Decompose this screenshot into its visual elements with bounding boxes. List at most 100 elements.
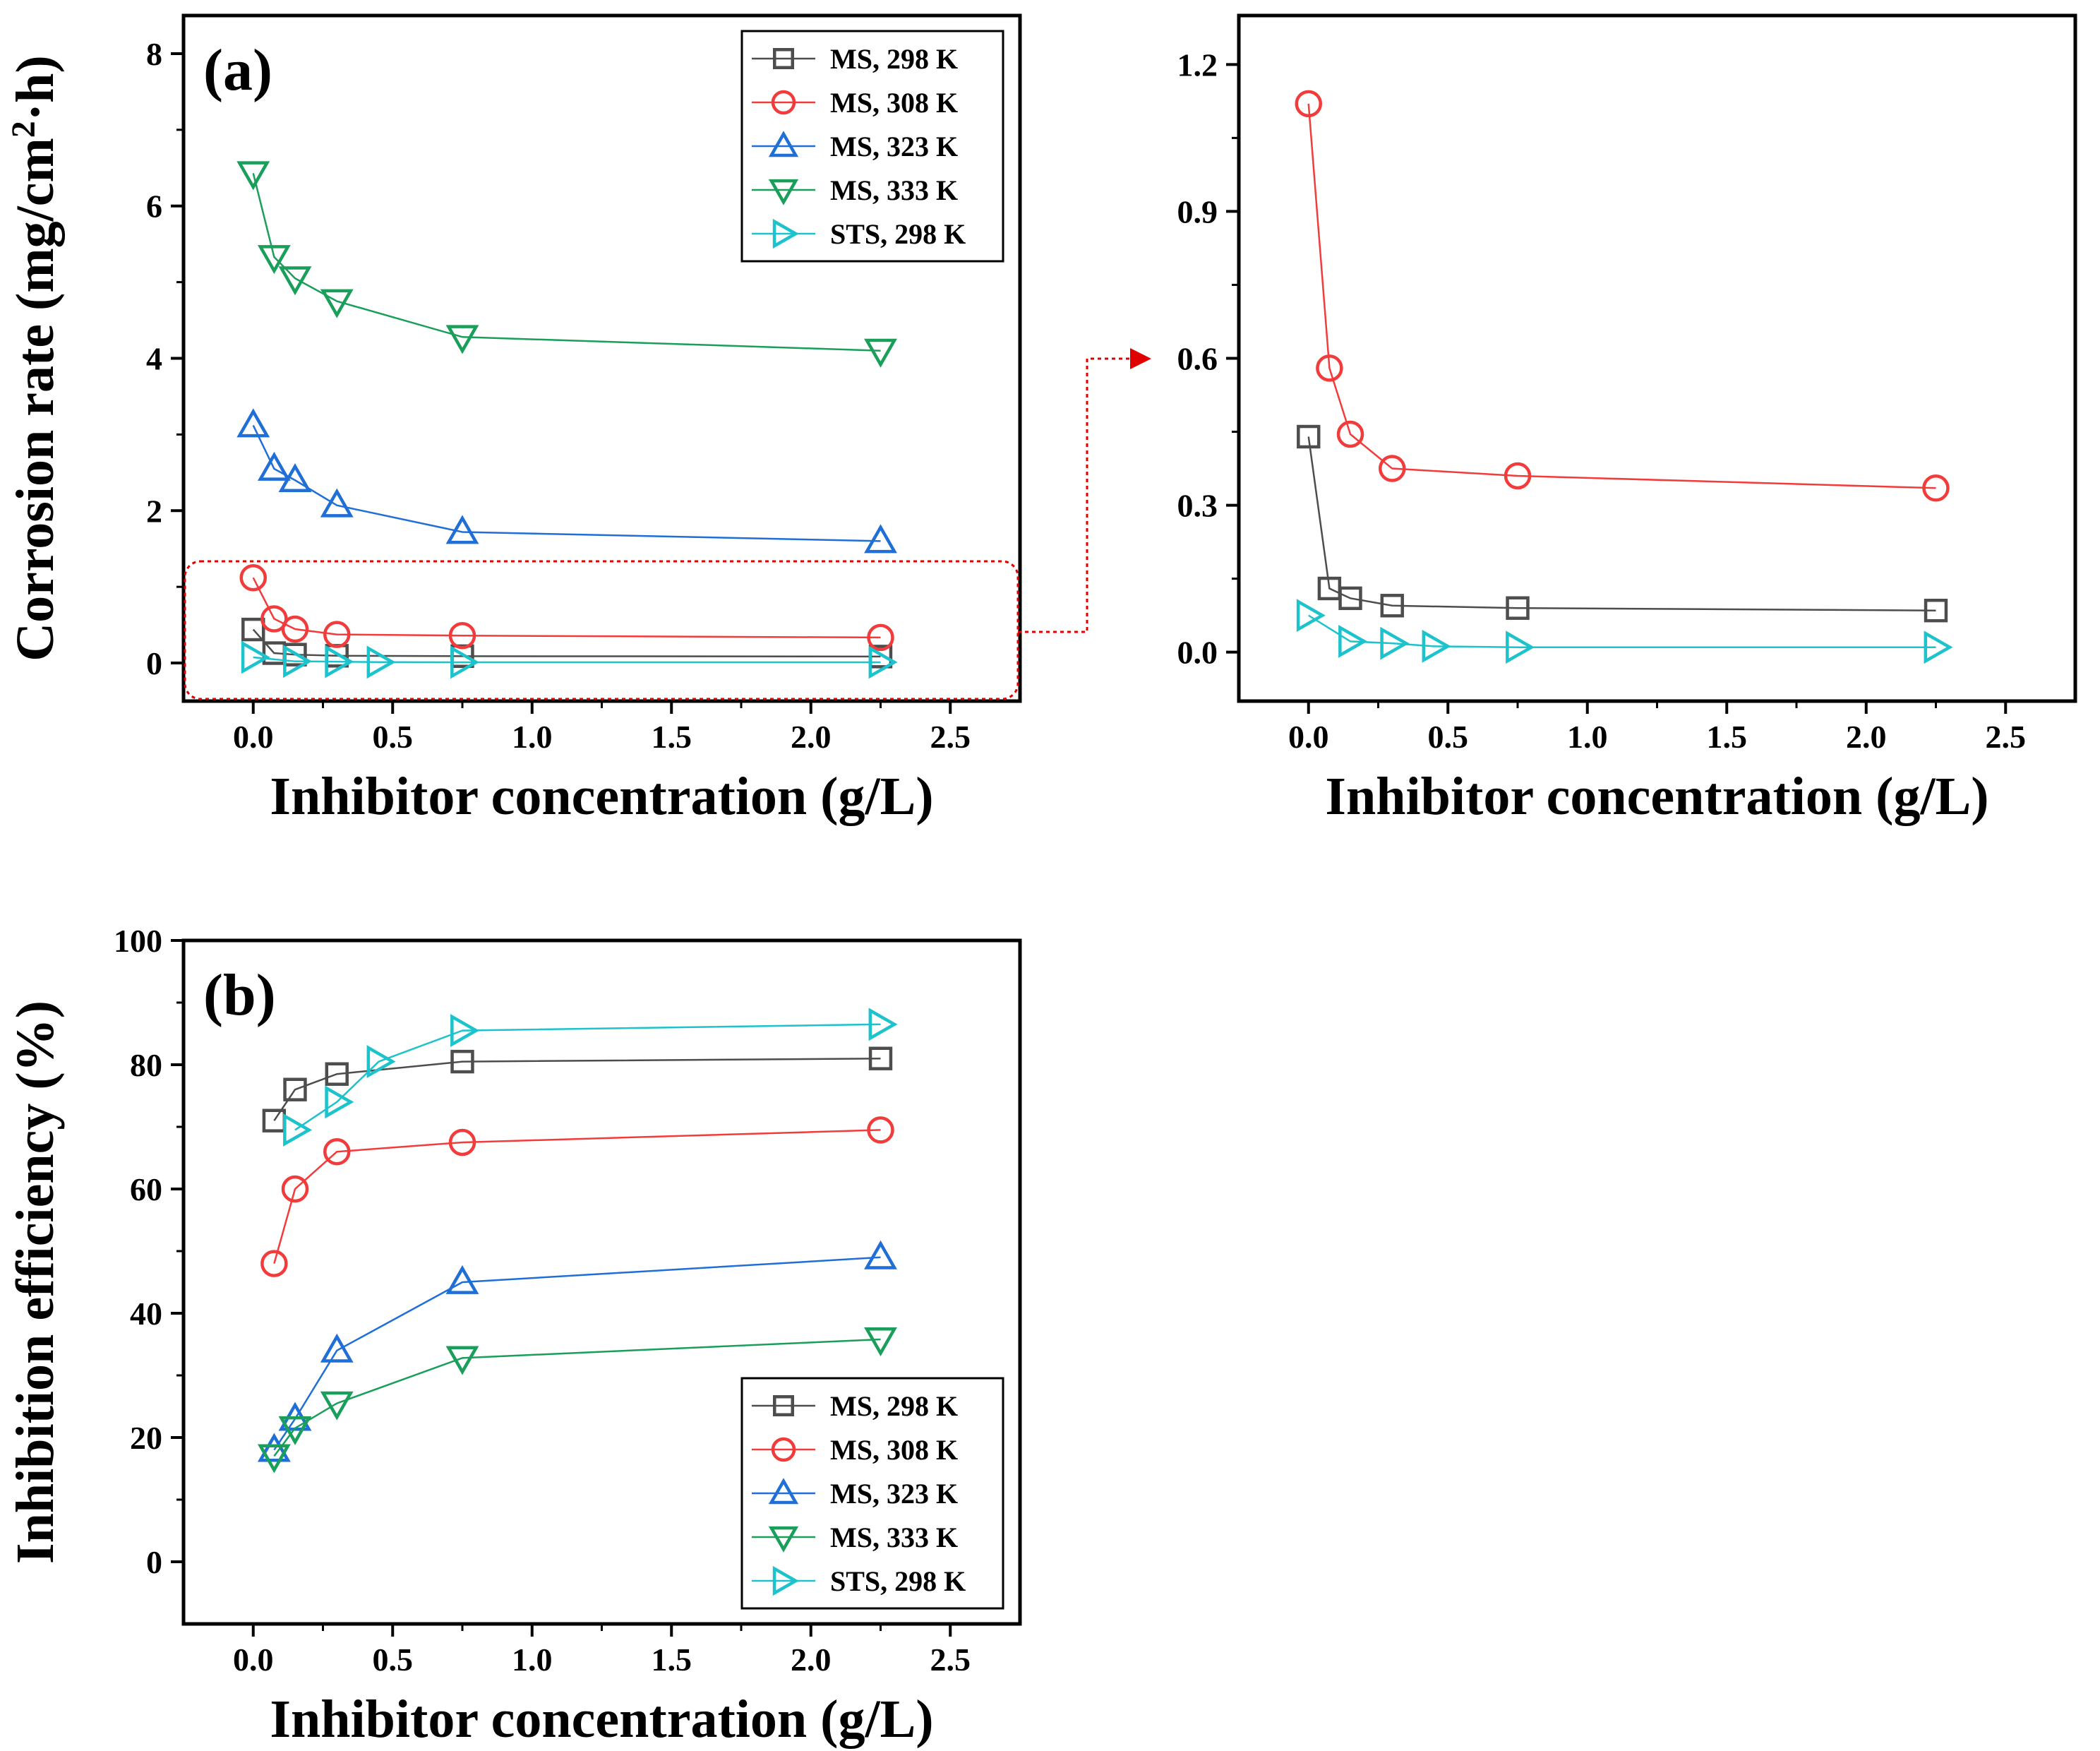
data-point: [445, 1346, 479, 1375]
x-tick-label: 2.5: [930, 719, 971, 755]
x-tick-label: 1.5: [652, 719, 692, 755]
panel-label: (b): [203, 962, 276, 1028]
plot-frame: [1237, 13, 2077, 703]
legend-item-ms-308-k: MS, 308 K: [752, 1434, 958, 1466]
series-ms-298-k: [262, 1046, 893, 1133]
data-point: [323, 621, 351, 648]
series-line: [273, 1057, 881, 1121]
data-point: [868, 1008, 898, 1041]
x-axis-title: Inhibitor concentration (g/L): [270, 767, 933, 826]
x-tick-label: 0.0: [233, 1642, 274, 1678]
data-point: [366, 1045, 396, 1079]
series-ms-333-k: [257, 1327, 897, 1474]
data-point: [325, 645, 354, 679]
data-point: [320, 289, 354, 318]
x-tick-label: 0.0: [233, 719, 274, 755]
series-line: [252, 628, 881, 658]
x-axis-title: Inhibitor concentration (g/L): [1325, 767, 1988, 826]
data-point: [1380, 626, 1410, 660]
zoom-highlight-box: [184, 560, 1019, 700]
data-point: [257, 451, 291, 481]
series-line: [1307, 436, 1936, 611]
data-point: [325, 1062, 349, 1086]
legend-item-sts-298-k: STS, 298 K: [752, 218, 966, 250]
data-point: [278, 1416, 312, 1445]
x-tick-label: 2.5: [930, 1642, 971, 1678]
panel-a-chart: 0.0 0.5 1.0 1.5 2.0 2.5 0 2 4 6 8 Inhibitor concent…: [5, 13, 1022, 826]
legend-label: MS, 323 K: [830, 1478, 958, 1510]
data-point: [1336, 420, 1364, 448]
data-point: [278, 463, 312, 493]
data-point: [241, 617, 265, 642]
data-point: [260, 1250, 288, 1277]
data-point: [867, 1116, 894, 1144]
data-point: [1506, 596, 1530, 620]
series-ms-298-k: [1297, 424, 1948, 623]
data-point: [448, 1128, 476, 1157]
series-line: [294, 1023, 881, 1131]
series-sts-298-k: [1296, 599, 1953, 664]
panel-zoom-chart: 0.0 0.5 1.0 1.5 2.0 2.5 0.0 0.3 0.6 0.9 1.2 Inhibit…: [1177, 13, 2077, 826]
zoom-arrow: [1018, 348, 1151, 633]
data-point: [1338, 624, 1368, 658]
y-tick-label: 0.3: [1177, 488, 1218, 524]
legend-label: MS, 308 K: [830, 1434, 958, 1466]
series-ms-323-k: [236, 408, 897, 554]
y-tick-label: 0: [146, 645, 162, 681]
data-point: [283, 645, 313, 679]
legend-label: MS, 298 K: [830, 1390, 958, 1422]
y-tick-label: 0.6: [1177, 341, 1218, 377]
data-point: [864, 1327, 897, 1357]
y-tick-label: 8: [146, 36, 162, 72]
y-tick-label: 4: [146, 341, 162, 377]
data-point: [864, 338, 897, 368]
data-point: [257, 245, 291, 275]
data-point: [867, 623, 894, 652]
legend-marker: [768, 131, 799, 157]
data-point: [445, 325, 479, 354]
panel-b-chart: 0.0 0.5 1.0 1.5 2.0 2.5 0 20 40 60 80 100 Inhibitor …: [6, 923, 1022, 1749]
data-point: [283, 1113, 313, 1147]
x-tick-label: 1.5: [652, 1642, 692, 1678]
data-point: [236, 408, 270, 438]
data-point: [1316, 354, 1343, 382]
legend-marker: [772, 1565, 799, 1596]
series-ms-298-k: [241, 617, 893, 669]
y-axis-title: Corrosion rate (mg/cm2·h): [5, 55, 66, 661]
data-point: [1924, 631, 1953, 664]
y-tick-label: 100: [114, 923, 162, 959]
legend-item-ms-323-k: MS, 323 K: [752, 1478, 958, 1510]
panel-label: (a): [203, 37, 272, 103]
legend-label: MS, 323 K: [830, 131, 958, 162]
data-point: [450, 645, 480, 679]
series-sts-298-k: [283, 1008, 898, 1147]
y-tick-label: 0.9: [1177, 193, 1218, 229]
data-point: [320, 1333, 354, 1363]
data-point: [1504, 462, 1532, 490]
legend: MS, 298 K MS, 308 K MS, 323 K MS, 333 K STS,…: [740, 1377, 1004, 1610]
legend-label: MS, 298 K: [830, 43, 958, 75]
data-point: [864, 524, 897, 554]
y-tick-label: 0.0: [1177, 635, 1218, 671]
data-point: [868, 645, 898, 679]
y-tick-label: 6: [146, 189, 162, 225]
legend-marker: [772, 218, 799, 249]
data-point: [868, 1046, 893, 1070]
x-tick-label: 2.0: [791, 719, 832, 755]
data-point: [1296, 599, 1326, 633]
series-ms-308-k: [239, 563, 894, 652]
x-tick-label: 2.0: [1846, 719, 1887, 755]
data-point: [325, 1085, 354, 1119]
data-point: [1422, 629, 1451, 663]
y-tick-label: 80: [130, 1047, 162, 1083]
x-tick-label: 0.0: [1288, 719, 1329, 755]
data-point: [281, 615, 309, 643]
legend-label: STS, 298 K: [830, 1565, 966, 1597]
data-point: [278, 266, 312, 296]
series-line: [1307, 103, 1936, 489]
legend-marker: [768, 179, 799, 205]
legend-marker: [773, 48, 794, 69]
y-tick-label: 0: [146, 1544, 162, 1580]
legend-item-ms-308-k: MS, 308 K: [752, 87, 958, 119]
